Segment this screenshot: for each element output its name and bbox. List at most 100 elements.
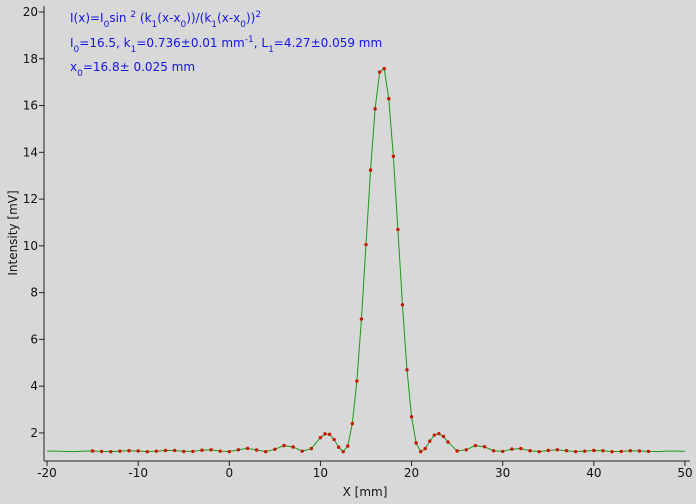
data-point <box>537 449 541 454</box>
data-point <box>637 449 642 453</box>
data-point <box>592 448 596 453</box>
data-point <box>500 449 505 454</box>
data-point <box>282 443 286 448</box>
data-point <box>464 448 468 452</box>
data-point <box>387 97 391 101</box>
annotation-subscript: 0 <box>240 20 246 30</box>
data-point <box>218 449 222 453</box>
annotation-superscript: -1 <box>245 35 254 45</box>
data-point <box>373 107 377 111</box>
data-point <box>209 448 213 452</box>
data-point <box>555 448 560 452</box>
data-point <box>391 154 396 158</box>
data-point <box>127 449 131 453</box>
data-point <box>432 433 437 437</box>
data-point <box>90 449 95 453</box>
x-tick-label: 10 <box>313 466 328 480</box>
data-point <box>346 444 350 448</box>
annotation-text: )) <box>246 11 255 25</box>
data-point <box>610 449 614 454</box>
data-point <box>264 449 268 454</box>
data-point <box>291 445 295 449</box>
y-tick-label: 2 <box>30 426 38 440</box>
data-point <box>491 449 496 453</box>
data-point <box>441 434 446 439</box>
data-point <box>191 449 195 454</box>
data-point <box>227 449 232 454</box>
data-point <box>327 432 332 437</box>
y-tick-label: 8 <box>30 286 38 300</box>
data-point <box>200 448 204 452</box>
data-point <box>646 449 651 454</box>
annotation: x0=16.8± 0.025 mm <box>70 60 195 79</box>
data-point <box>172 448 177 453</box>
annotation-subscript: 1 <box>268 45 274 55</box>
data-point <box>573 449 578 454</box>
x-tick-label: 30 <box>495 466 510 480</box>
annotation-subscript: 0 <box>104 20 110 30</box>
data-point <box>273 447 277 452</box>
data-point <box>382 66 386 71</box>
x-tick-label: 0 <box>225 466 233 480</box>
data-point <box>601 449 605 453</box>
data-point <box>510 447 514 451</box>
y-tick-label: 16 <box>23 99 38 113</box>
annotation-subscript: 0 <box>77 69 83 79</box>
annotation-text: I <box>70 36 74 50</box>
data-point <box>100 449 104 454</box>
annotation-text: ))/(k <box>186 11 211 25</box>
x-tick-label: 20 <box>404 466 419 480</box>
annotation-text: sin <box>109 11 130 25</box>
annotation-text: =16.8± 0.025 mm <box>83 60 195 74</box>
data-point <box>437 431 441 436</box>
y-tick-label: 6 <box>30 332 38 346</box>
data-point <box>145 449 149 454</box>
data-point <box>118 449 122 453</box>
data-point <box>409 415 414 419</box>
data-point <box>519 446 523 451</box>
data-point <box>528 449 532 453</box>
data-point <box>182 449 186 454</box>
data-point <box>254 448 259 452</box>
data-point <box>405 368 409 372</box>
data-point <box>400 303 405 307</box>
data-point <box>309 446 314 451</box>
data-point <box>364 242 368 247</box>
annotation-subscript: 0 <box>74 45 80 55</box>
data-point <box>136 449 140 453</box>
data-point <box>564 449 569 453</box>
annotation-text: I(x)=I <box>70 11 104 25</box>
x-tick-label: -20 <box>37 466 57 480</box>
data-point <box>446 440 450 444</box>
annotation-subscript: 1 <box>131 45 137 55</box>
data-point <box>154 449 159 453</box>
data-point <box>368 168 373 172</box>
annotation-text: (x-x <box>157 11 180 25</box>
data-point <box>423 446 427 451</box>
annotation-subscript: 1 <box>152 20 158 30</box>
annotation-text: (k <box>136 11 151 25</box>
data-point <box>341 449 345 454</box>
data-point <box>377 70 382 74</box>
data-point <box>473 443 478 448</box>
y-tick-label: 12 <box>23 192 38 206</box>
data-point <box>628 449 632 453</box>
data-point <box>359 317 364 321</box>
data-point <box>336 445 341 449</box>
y-tick-label: 4 <box>30 379 38 393</box>
annotation-text: =4.27±0.059 mm <box>274 36 382 50</box>
annotation-text: (x-x <box>217 11 240 25</box>
y-axis-label: Intensity [mV] <box>6 190 20 275</box>
annotation-subscript: 1 <box>211 20 217 30</box>
data-point <box>245 446 250 451</box>
x-tick-label: 40 <box>586 466 601 480</box>
data-point <box>396 227 400 232</box>
annotation-superscript: 2 <box>255 10 261 20</box>
data-point <box>300 449 304 453</box>
data-point <box>455 449 459 453</box>
y-tick-label: 14 <box>23 145 38 159</box>
y-tick-label: 10 <box>23 239 38 253</box>
annotation-text: =0.736±0.01 mm <box>136 36 244 50</box>
